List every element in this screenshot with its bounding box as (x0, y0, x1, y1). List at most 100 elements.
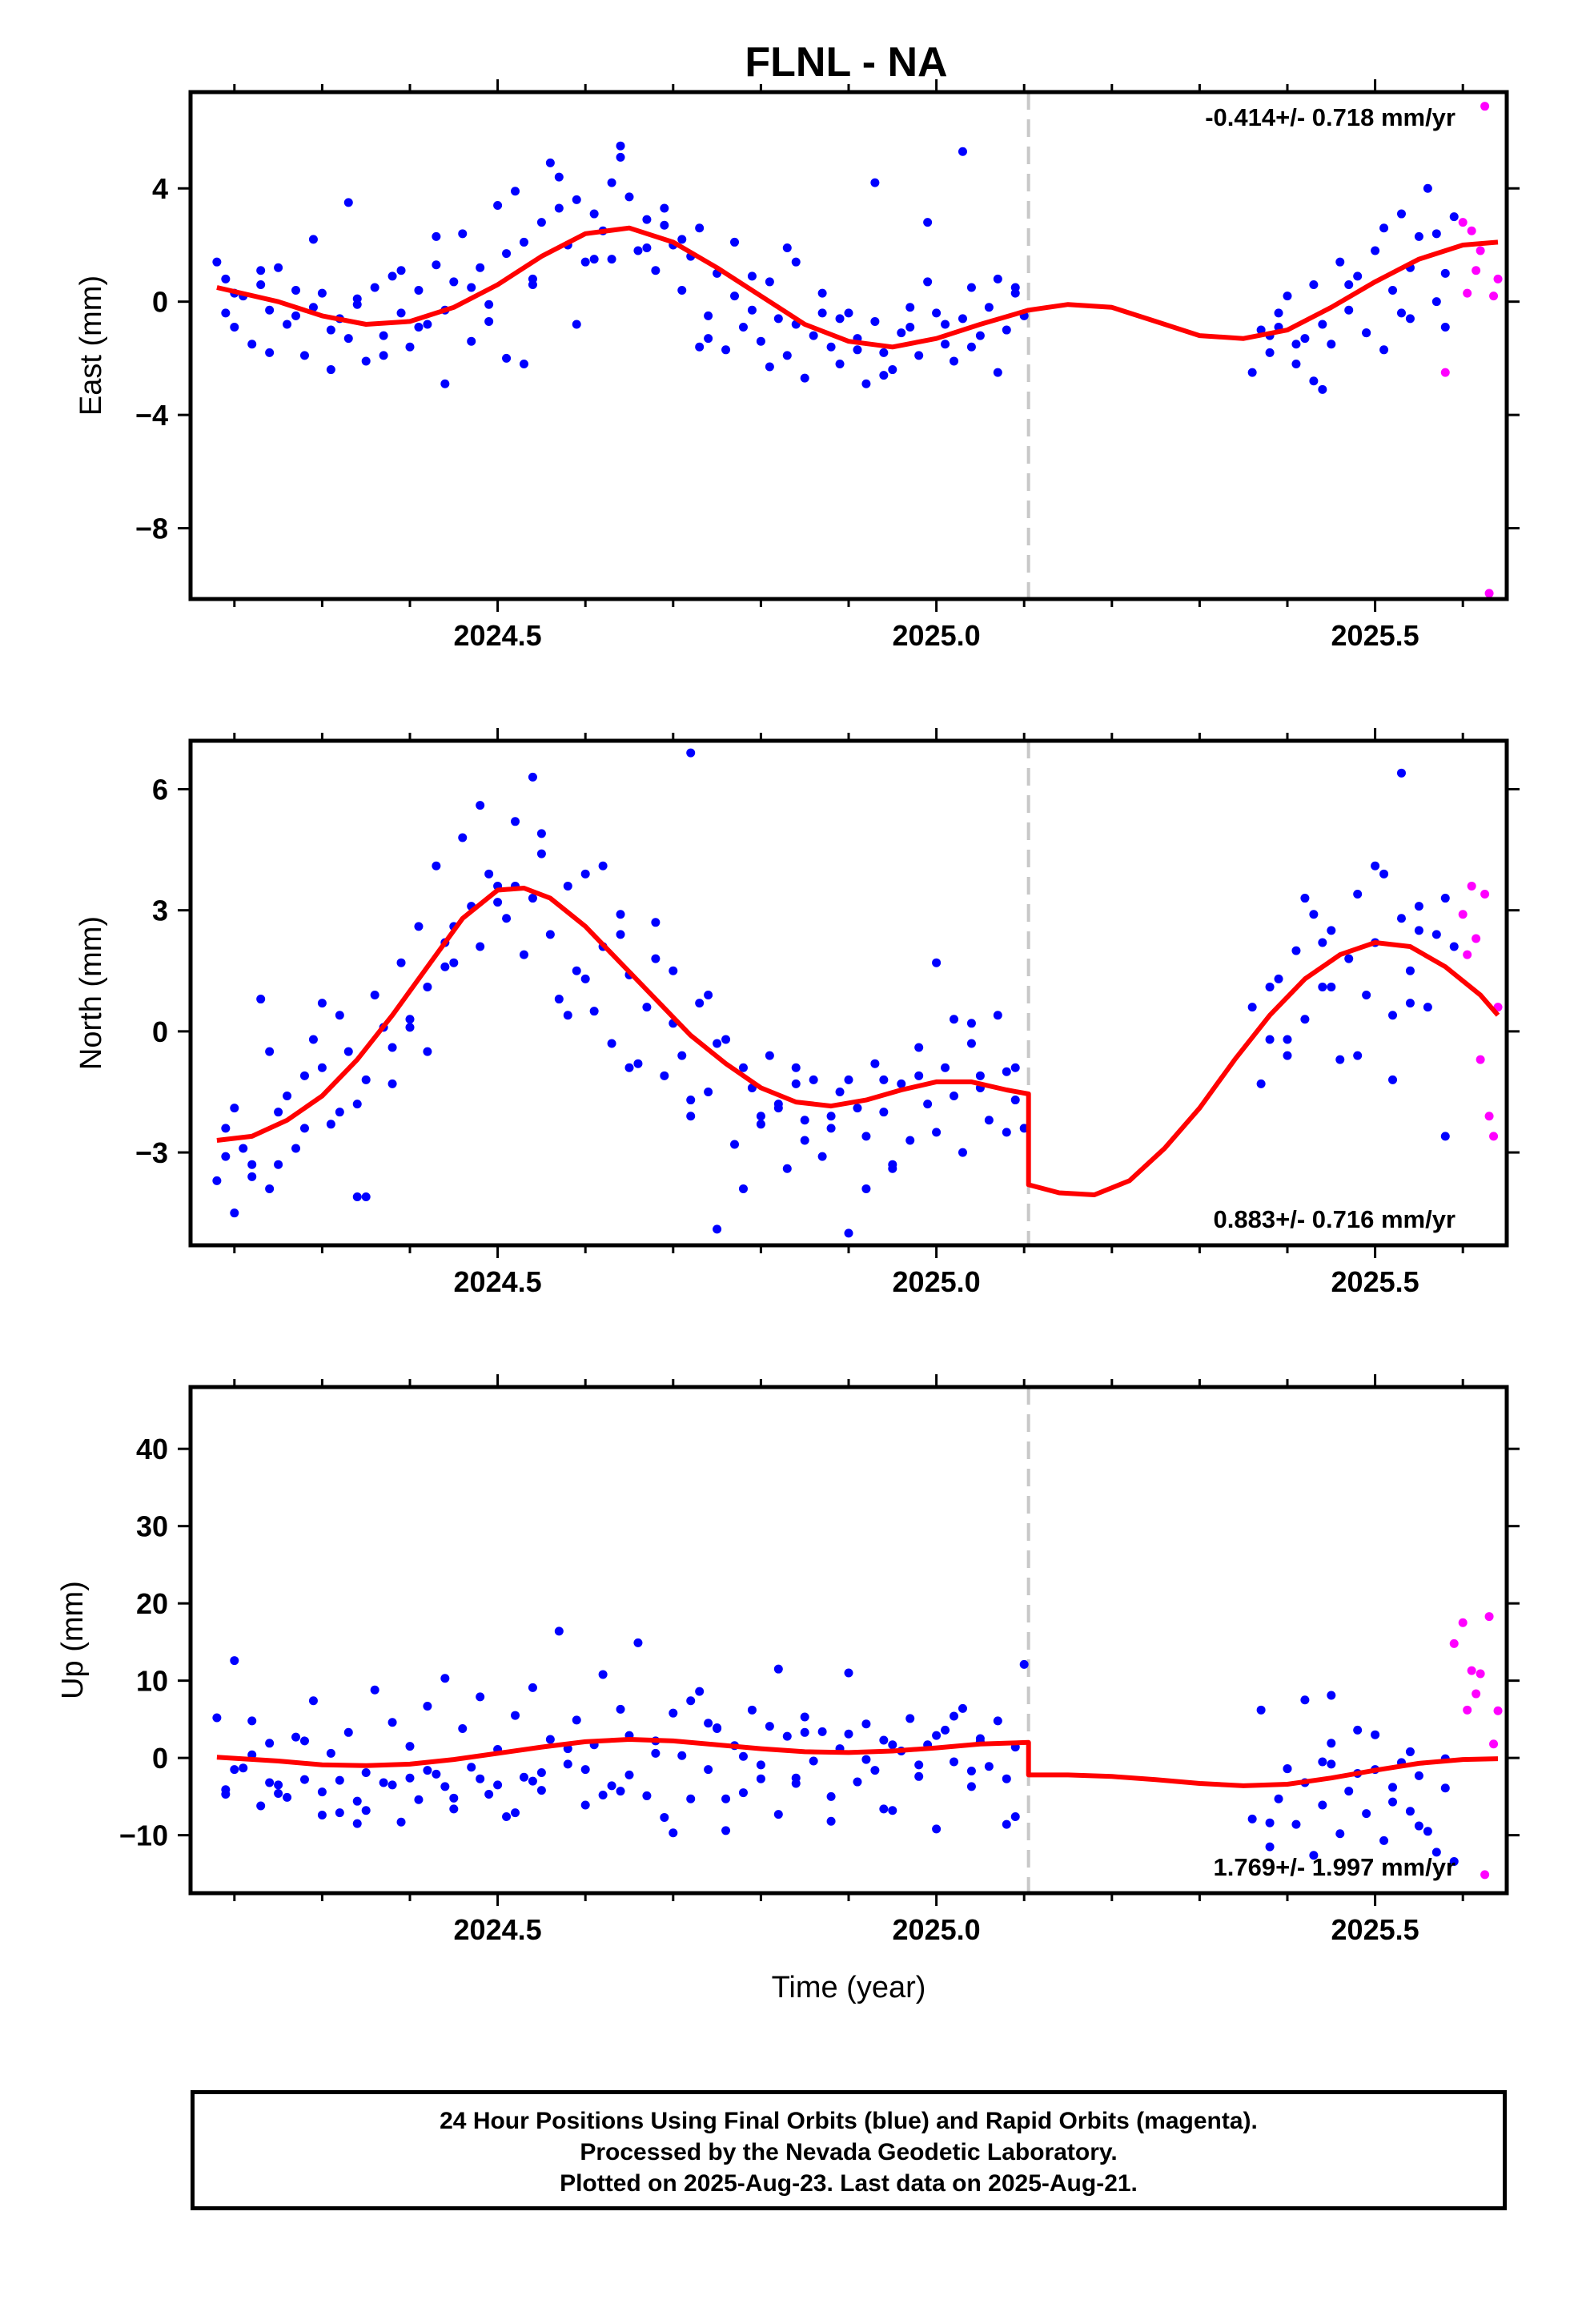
final-orbit-point (950, 356, 959, 366)
final-orbit-point (888, 1740, 897, 1750)
final-orbit-point (1344, 1787, 1354, 1796)
final-orbit-point (879, 371, 889, 380)
final-orbit-point (1362, 991, 1371, 1000)
y-tick-label: −4 (135, 399, 168, 432)
final-orbit-point (414, 323, 424, 332)
final-orbit-point (616, 930, 625, 939)
final-orbit-point (563, 1011, 572, 1020)
final-orbit-point (554, 1626, 564, 1636)
y-axis-label: Up (mm) (56, 1581, 90, 1699)
final-orbit-point (308, 303, 318, 312)
final-orbit-point (1247, 368, 1257, 377)
final-orbit-point (800, 1727, 809, 1737)
rapid-orbit-point (1480, 890, 1490, 899)
final-orbit-point (554, 172, 564, 182)
final-orbit-point (879, 1804, 889, 1814)
final-orbit-point (1291, 1819, 1301, 1829)
final-orbit-point (580, 869, 590, 879)
final-orbit-point (317, 1063, 327, 1072)
final-orbit-point (826, 1816, 836, 1826)
final-orbit-point (1283, 292, 1292, 301)
rapid-orbit-point (1440, 368, 1450, 377)
final-orbit-point (396, 1817, 406, 1827)
final-orbit-point (405, 1015, 415, 1024)
x-tick-label: 2025.0 (893, 1913, 981, 1946)
final-orbit-point (493, 200, 503, 210)
final-orbit-point (1256, 1079, 1266, 1088)
final-orbit-point (299, 1775, 309, 1784)
final-orbit-point (1414, 926, 1423, 935)
final-orbit-point (941, 1063, 950, 1072)
final-orbit-point (1405, 1807, 1415, 1816)
final-orbit-point (519, 1772, 528, 1782)
final-orbit-point (1371, 246, 1380, 255)
final-orbit-point (765, 1722, 774, 1731)
final-orbit-point (1423, 1827, 1432, 1836)
final-orbit-point (511, 1808, 520, 1818)
final-orbit-point (580, 1765, 590, 1775)
final-orbit-point (230, 1656, 239, 1666)
final-orbit-point (265, 1047, 275, 1056)
rapid-orbit-point (1463, 1705, 1472, 1715)
final-orbit-point (256, 1801, 266, 1811)
final-orbit-point (905, 323, 915, 332)
final-orbit-point (265, 1739, 275, 1748)
rapid-orbit-point (1484, 1112, 1494, 1121)
final-orbit-point (1362, 328, 1371, 338)
final-orbit-point (677, 235, 687, 244)
final-orbit-point (607, 255, 616, 264)
final-orbit-point (528, 274, 537, 283)
final-orbit-point (335, 1011, 344, 1020)
final-orbit-point (528, 894, 537, 903)
final-orbit-point (405, 1742, 415, 1751)
final-orbit-point (616, 910, 625, 919)
x-tick-label: 2025.0 (893, 619, 981, 652)
final-orbit-point (616, 1704, 625, 1714)
final-orbit-point (423, 1766, 432, 1775)
rapid-orbit-point (1458, 1618, 1468, 1627)
final-orbit-point (274, 1160, 283, 1169)
rapid-orbit-point (1463, 288, 1472, 298)
rapid-orbit-point (1476, 1669, 1485, 1679)
final-orbit-point (669, 1828, 678, 1838)
final-orbit-point (484, 316, 494, 326)
final-orbit-point (317, 999, 327, 1008)
final-orbit-point (1002, 1819, 1011, 1829)
final-orbit-point (861, 1755, 871, 1764)
final-orbit-point (993, 1011, 1002, 1020)
final-orbit-point (484, 1789, 494, 1799)
final-orbit-point (1309, 279, 1319, 289)
figure-title: FLNL - NA (745, 39, 947, 86)
x-axis-label: Time (year) (772, 1971, 926, 2004)
final-orbit-point (914, 1043, 924, 1052)
final-orbit-point (642, 243, 652, 252)
final-orbit-point (677, 286, 687, 296)
final-orbit-point (265, 1778, 275, 1787)
final-orbit-point (1318, 320, 1327, 329)
y-tick-label: −3 (135, 1136, 168, 1169)
final-orbit-point (686, 1096, 696, 1105)
final-orbit-point (1440, 268, 1450, 278)
final-orbit-point (239, 1763, 248, 1773)
final-orbit-point (467, 1763, 476, 1772)
final-orbit-point (1283, 1051, 1292, 1060)
final-orbit-point (984, 1116, 994, 1125)
final-orbit-point (686, 1112, 696, 1121)
final-orbit-point (299, 1124, 309, 1133)
final-orbit-point (580, 974, 590, 983)
final-orbit-point (870, 178, 880, 187)
x-tick-label: 2025.0 (893, 1265, 981, 1298)
final-orbit-point (633, 246, 643, 255)
final-orbit-point (1291, 946, 1301, 955)
final-orbit-point (941, 340, 950, 349)
final-orbit-point (1388, 1783, 1398, 1792)
final-orbit-point (536, 849, 546, 858)
final-orbit-point (1300, 334, 1310, 344)
final-orbit-point (1265, 348, 1275, 357)
final-orbit-point (747, 305, 757, 315)
final-orbit-point (343, 334, 353, 344)
y-tick-label: 20 (136, 1587, 168, 1620)
final-orbit-point (528, 772, 537, 782)
rapid-orbit-point (1489, 292, 1499, 301)
